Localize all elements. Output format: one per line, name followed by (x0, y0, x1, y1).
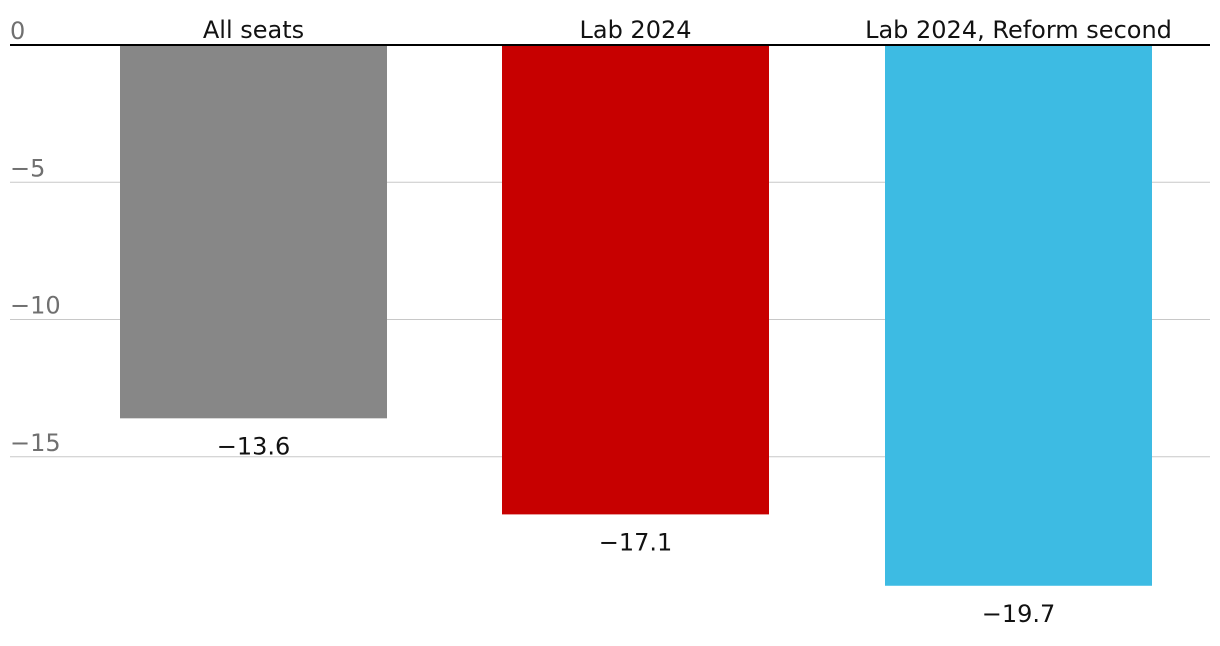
bar-3 (885, 45, 1152, 586)
bar-2 (502, 45, 769, 515)
value-label: −17.1 (599, 528, 673, 556)
bar-1 (120, 45, 387, 419)
value-label: −19.7 (982, 600, 1056, 628)
value-label: −13.6 (217, 432, 291, 460)
labels: 0 −5 −10 −15 All seats −13.6 Lab 2024 −17.1 Lab … (10, 16, 1172, 628)
category-label: Lab 2024 (579, 16, 691, 44)
bars (120, 45, 1152, 586)
y-tick-label: −5 (10, 154, 45, 182)
category-label: Lab 2024, Reform second (865, 16, 1172, 44)
category-label: All seats (203, 16, 304, 44)
y-tick-label: −15 (10, 429, 61, 457)
y-tick-label: 0 (10, 17, 25, 45)
y-tick-label: −10 (10, 292, 61, 320)
